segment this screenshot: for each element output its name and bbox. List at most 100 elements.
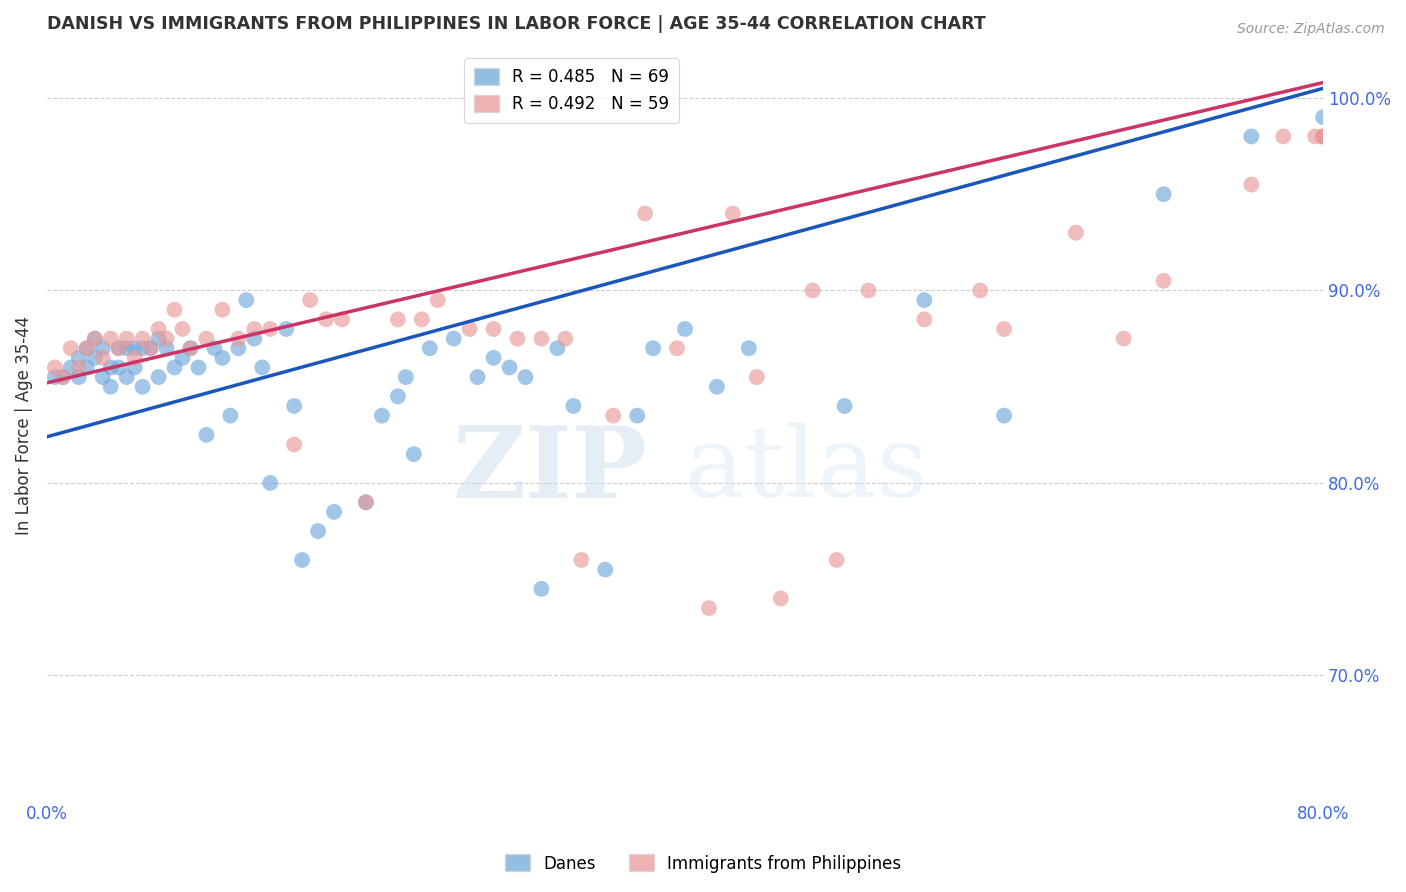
Point	[83, 332, 105, 346]
Point	[1153, 187, 1175, 202]
Point	[443, 332, 465, 346]
Point	[44, 370, 66, 384]
Point	[323, 505, 346, 519]
Point	[67, 351, 90, 365]
Point	[276, 322, 298, 336]
Point	[697, 601, 720, 615]
Point	[91, 370, 114, 384]
Point	[148, 332, 170, 346]
Point	[354, 495, 377, 509]
Point	[219, 409, 242, 423]
Point	[228, 332, 250, 346]
Y-axis label: In Labor Force | Age 35-44: In Labor Force | Age 35-44	[15, 316, 32, 535]
Point	[187, 360, 209, 375]
Point	[1064, 226, 1087, 240]
Text: Source: ZipAtlas.com: Source: ZipAtlas.com	[1237, 22, 1385, 37]
Point	[155, 332, 177, 346]
Point	[498, 360, 520, 375]
Point	[969, 284, 991, 298]
Point	[411, 312, 433, 326]
Point	[67, 360, 90, 375]
Point	[666, 341, 689, 355]
Point	[858, 284, 880, 298]
Point	[354, 495, 377, 509]
Point	[371, 409, 394, 423]
Legend: Danes, Immigrants from Philippines: Danes, Immigrants from Philippines	[498, 847, 908, 880]
Point	[83, 351, 105, 365]
Point	[291, 553, 314, 567]
Point	[195, 332, 218, 346]
Point	[1312, 129, 1334, 144]
Point	[482, 351, 505, 365]
Point	[243, 332, 266, 346]
Point	[202, 341, 225, 355]
Point	[673, 322, 696, 336]
Point	[172, 322, 194, 336]
Point	[467, 370, 489, 384]
Point	[562, 399, 585, 413]
Point	[195, 428, 218, 442]
Point	[1272, 129, 1295, 144]
Point	[131, 380, 153, 394]
Point	[76, 341, 98, 355]
Point	[100, 360, 122, 375]
Point	[299, 293, 322, 307]
Point	[912, 293, 935, 307]
Point	[993, 409, 1015, 423]
Point	[387, 312, 409, 326]
Point	[834, 399, 856, 413]
Point	[530, 332, 553, 346]
Text: atlas: atlas	[685, 423, 928, 518]
Point	[419, 341, 441, 355]
Text: DANISH VS IMMIGRANTS FROM PHILIPPINES IN LABOR FORCE | AGE 35-44 CORRELATION CHA: DANISH VS IMMIGRANTS FROM PHILIPPINES IN…	[46, 15, 986, 33]
Point	[602, 409, 624, 423]
Point	[546, 341, 568, 355]
Point	[243, 322, 266, 336]
Point	[83, 332, 105, 346]
Point	[124, 360, 146, 375]
Point	[626, 409, 648, 423]
Point	[76, 360, 98, 375]
Legend: R = 0.485   N = 69, R = 0.492   N = 59: R = 0.485 N = 69, R = 0.492 N = 59	[464, 58, 679, 123]
Point	[131, 332, 153, 346]
Point	[1312, 110, 1334, 124]
Point	[100, 380, 122, 394]
Point	[235, 293, 257, 307]
Point	[593, 563, 616, 577]
Point	[44, 360, 66, 375]
Point	[100, 332, 122, 346]
Point	[1240, 178, 1263, 192]
Point	[91, 351, 114, 365]
Point	[825, 553, 848, 567]
Point	[124, 341, 146, 355]
Point	[115, 341, 138, 355]
Point	[259, 475, 281, 490]
Point	[745, 370, 768, 384]
Point	[402, 447, 425, 461]
Point	[1312, 129, 1334, 144]
Point	[769, 591, 792, 606]
Point	[1303, 129, 1326, 144]
Point	[993, 322, 1015, 336]
Point	[107, 341, 129, 355]
Point	[139, 341, 162, 355]
Point	[395, 370, 418, 384]
Point	[131, 341, 153, 355]
Point	[1112, 332, 1135, 346]
Point	[59, 360, 82, 375]
Point	[91, 341, 114, 355]
Point	[124, 351, 146, 365]
Point	[801, 284, 824, 298]
Point	[179, 341, 201, 355]
Point	[1312, 129, 1334, 144]
Point	[148, 322, 170, 336]
Point	[515, 370, 537, 384]
Point	[228, 341, 250, 355]
Point	[283, 399, 305, 413]
Point	[155, 341, 177, 355]
Point	[569, 553, 592, 567]
Point	[315, 312, 337, 326]
Point	[76, 341, 98, 355]
Text: ZIP: ZIP	[451, 422, 647, 519]
Point	[458, 322, 481, 336]
